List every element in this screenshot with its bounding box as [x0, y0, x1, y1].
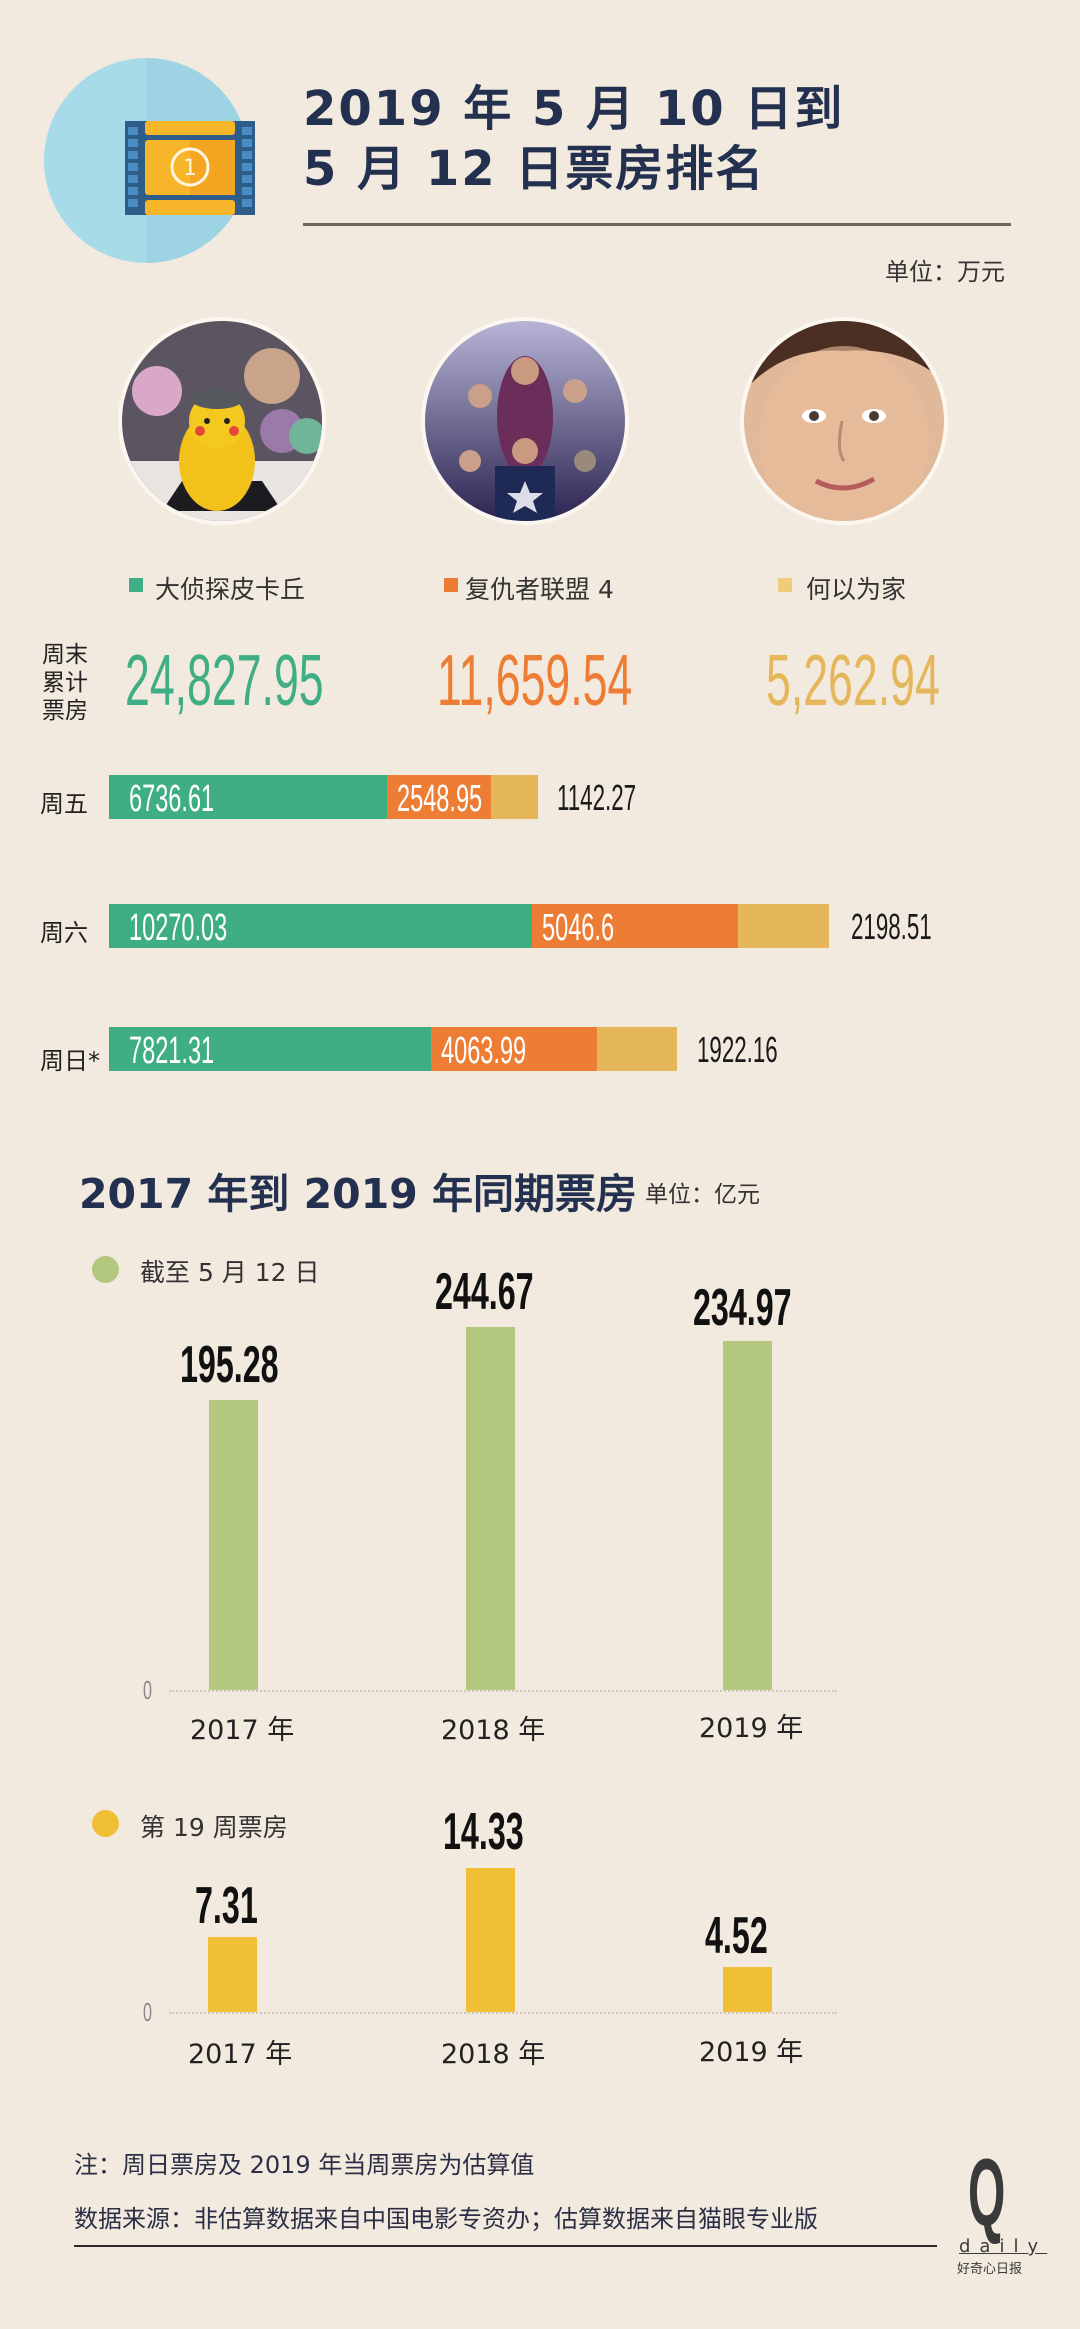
- bar-value-capernaum-sat: 2198.51: [851, 906, 932, 947]
- chart1-zero-tick: 0: [143, 1675, 152, 1705]
- data-source: 数据来源：非估算数据来自中国电影专资办；估算数据来自猫眼专业版: [74, 2205, 818, 2233]
- chart1-value-2019: 234.97: [693, 1279, 792, 1337]
- bar-seg-avengers: 5046.6: [532, 904, 738, 948]
- chart2-value-2018: 14.33: [443, 1803, 524, 1861]
- chart2-zero-tick: 0: [143, 1997, 152, 2027]
- chart1-bar-2018: [466, 1327, 515, 1690]
- chart1-year-2017: 2017 年: [190, 1715, 295, 1746]
- bar-value-capernaum-fri: 1142.27: [557, 777, 637, 818]
- chart2-baseline: [169, 2012, 837, 2014]
- avengers-endgame-poster: [421, 317, 629, 525]
- stacked-bar-fri: 6736.61 2548.95: [109, 775, 538, 819]
- chart1-bar-2019: [723, 1341, 772, 1690]
- chart2-value-2019: 4.52: [705, 1907, 768, 1965]
- day-label-sun: 周日*: [40, 1047, 100, 1075]
- stacked-bar-sun: 7821.31 4063.99: [109, 1027, 677, 1071]
- chart1-legend: 截至 5 月 12 日: [140, 1258, 320, 1287]
- legend-swatch-orange: [444, 578, 458, 592]
- chart2-value-2017: 7.31: [195, 1877, 258, 1935]
- bar-seg-avengers: 4063.99: [431, 1027, 597, 1071]
- weekend-total-movie-3: 5,262.94: [766, 641, 940, 721]
- legend-dot-yellow: [92, 1810, 119, 1837]
- bar-seg-avengers: 2548.95: [387, 775, 491, 819]
- chart1-baseline: [169, 1690, 837, 1692]
- day-label-sat: 周六: [40, 919, 88, 947]
- chart1-value-2017: 195.28: [180, 1336, 279, 1394]
- chart2-bar-2018: [466, 1868, 515, 2012]
- chart2-bar-2019: [723, 1967, 772, 2012]
- chart2-year-2018: 2018 年: [441, 2039, 546, 2070]
- chart1-year-2019: 2019 年: [699, 1713, 804, 1744]
- chart2-year-2017: 2017 年: [188, 2039, 293, 2070]
- weekend-total-label: 周末 累计 票房: [42, 641, 94, 725]
- chart2-bar-2017: [208, 1937, 257, 2012]
- qdaily-logo-cn: 好奇心日报: [957, 2262, 1023, 2277]
- page-title-line-1: 2019 年 5 月 10 日到: [303, 81, 845, 137]
- detective-pikachu-poster: [118, 317, 326, 525]
- bar-seg-pikachu: 7821.31: [109, 1027, 431, 1071]
- qdaily-logo-wordmark: daily: [959, 2236, 1048, 2257]
- legend-movie-2: 复仇者联盟 4: [465, 575, 614, 604]
- bar-seg-capernaum: [597, 1027, 677, 1071]
- bar-seg-capernaum: [491, 775, 538, 819]
- footer-divider: [74, 2245, 937, 2247]
- footnote: 注：周日票房及 2019 年当周票房为估算值: [74, 2151, 535, 2179]
- svg-text:1: 1: [183, 156, 197, 181]
- legend-movie-3: 何以为家: [806, 575, 907, 604]
- chart2-year-2019: 2019 年: [699, 2037, 804, 2068]
- section-title: 2017 年到 2019 年同期票房: [79, 1170, 638, 1218]
- bar-value-capernaum-sun: 1922.16: [697, 1029, 778, 1070]
- section-unit-label: 单位：亿元: [645, 1182, 760, 1208]
- legend-swatch-yellow: [778, 578, 792, 592]
- legend-movie-1: 大侦探皮卡丘: [155, 575, 306, 604]
- weekend-label-line: 周末: [42, 642, 88, 668]
- legend-swatch-green: [129, 578, 143, 592]
- chart1-year-2018: 2018 年: [441, 1715, 546, 1746]
- legend-dot-green: [92, 1256, 119, 1283]
- bar-seg-capernaum: [738, 904, 829, 948]
- chart2-legend: 第 19 周票房: [140, 1813, 288, 1842]
- bar-seg-pikachu: 6736.61: [109, 775, 387, 819]
- unit-label: 单位：万元: [885, 258, 1005, 286]
- weekend-total-movie-2: 11,659.54: [437, 641, 633, 721]
- qdaily-logo-q: Q: [968, 2139, 1006, 2246]
- film-strip-icon: 1: [125, 121, 255, 215]
- weekend-total-movie-1: 24,827.95: [125, 641, 324, 721]
- weekend-label-line: 累计: [42, 670, 88, 696]
- weekend-label-line: 票房: [42, 698, 88, 724]
- chart1-value-2018: 244.67: [435, 1263, 534, 1321]
- capernaum-poster: [740, 317, 948, 525]
- day-label-fri: 周五: [40, 790, 88, 818]
- bar-seg-pikachu: 10270.03: [109, 904, 532, 948]
- stacked-bar-sat: 10270.03 5046.6: [109, 904, 829, 948]
- film-ranking-icon: 1: [44, 58, 255, 263]
- page-title-line-2: 5 月 12 日票房排名: [303, 141, 766, 197]
- title-divider: [303, 223, 1011, 226]
- chart1-bar-2017: [209, 1400, 258, 1690]
